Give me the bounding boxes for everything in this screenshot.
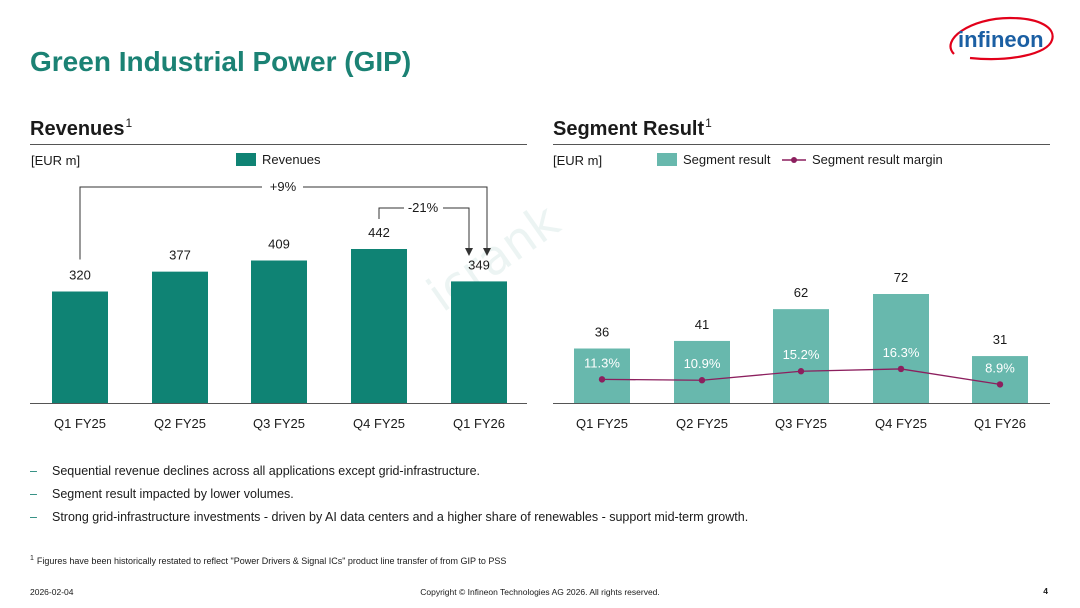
segment-x-tick: Q3 FY25	[775, 416, 827, 431]
bullet-item: Segment result impacted by lower volumes…	[30, 483, 748, 506]
segment-x-tick: Q4 FY25	[875, 416, 927, 431]
segment-margin-label: 16.3%	[883, 345, 920, 360]
footer-date: 2026-02-04	[30, 587, 74, 597]
segment-legend-line-label: Segment result margin	[812, 152, 943, 167]
segment-margin-point	[698, 377, 706, 384]
revenue-bar	[52, 291, 108, 403]
revenue-value-label: 349	[468, 257, 490, 272]
page-title: Green Industrial Power (GIP)	[30, 46, 412, 77]
segment-bar	[674, 340, 730, 403]
growth-arrowhead	[483, 248, 491, 256]
qoq-annotation: -21%	[408, 200, 439, 215]
revenue-value-label: 377	[169, 248, 191, 263]
footer-copyright: Copyright © Infineon Technologies AG 202…	[420, 587, 660, 597]
segment-margin-point	[996, 381, 1004, 388]
revenues-footnote-mark: 1	[125, 116, 133, 130]
page-number: 4	[1043, 586, 1048, 596]
segment-value-label: 62	[794, 285, 808, 300]
segment-rule	[553, 144, 1050, 145]
logo-wordmark: infineon	[958, 27, 1044, 52]
segment-bar	[972, 356, 1028, 403]
qoq-bracket-left	[378, 207, 404, 219]
revenues-title: Revenues1	[30, 116, 132, 141]
revenue-x-tick: Q4 FY25	[353, 416, 405, 431]
bullet-item: Sequential revenue declines across all a…	[30, 460, 748, 483]
revenue-x-tick: Q1 FY26	[453, 416, 505, 431]
revenues-unit: [EUR m]	[31, 153, 81, 168]
infineon-logo: infineon	[949, 16, 1054, 61]
segment-footnote-mark: 1	[705, 116, 712, 130]
revenue-x-tick: Q2 FY25	[154, 416, 206, 431]
segment-bar	[574, 348, 630, 403]
revenues-legend: Revenues	[236, 152, 321, 167]
segment-margin-point	[598, 376, 606, 383]
bullet-item: Strong grid-infrastructure investments -…	[30, 506, 748, 529]
segment-title-text: Segment Result	[553, 118, 705, 140]
segment-title: Segment Result1	[553, 116, 712, 141]
revenue-bar	[351, 249, 407, 403]
growth-annotation-yoy: +9%	[270, 179, 297, 194]
segment-value-label: 36	[595, 325, 609, 340]
segment-x-tick: Q1 FY25	[576, 416, 628, 431]
revenues-title-text: Revenues	[30, 118, 125, 140]
segment-margin-label: 15.2%	[783, 347, 820, 362]
revenue-bar	[451, 281, 507, 403]
revenue-x-tick: Q1 FY25	[54, 416, 106, 431]
segment-legend-bar-label: Segment result	[683, 152, 771, 167]
footnote: 1 Figures have been historically restated…	[30, 555, 506, 566]
revenue-value-label: 320	[69, 268, 91, 283]
segment-bar	[873, 294, 929, 403]
revenue-bar	[251, 260, 307, 403]
segment-legend-swatch	[657, 153, 677, 166]
segment-margin-label: 10.9%	[684, 356, 721, 371]
segment-value-label: 31	[993, 332, 1007, 347]
growth-bracket-left	[79, 186, 262, 260]
logo-swoosh	[949, 16, 1054, 61]
segment-value-label: 72	[894, 270, 908, 285]
revenue-x-tick: Q3 FY25	[253, 416, 305, 431]
segment-margin-point	[897, 365, 905, 373]
revenue-value-label: 442	[368, 225, 390, 240]
segment-bar	[773, 309, 829, 403]
qoq-bracket-right	[443, 207, 470, 250]
revenue-bar	[152, 271, 208, 403]
segment-x-tick: Q2 FY25	[676, 416, 728, 431]
revenues-rule	[30, 144, 527, 145]
segment-margin-label: 11.3%	[584, 355, 620, 370]
segment-value-label: 41	[695, 317, 709, 332]
revenues-legend-swatch	[236, 153, 256, 166]
margin-line-legend-icon	[782, 156, 806, 163]
footnote-mark: 1	[30, 555, 34, 562]
segment-legend-bar: Segment result	[657, 152, 770, 167]
revenue-value-label: 409	[268, 236, 290, 251]
segment-margin-point	[797, 368, 805, 375]
growth-bracket-right	[303, 186, 488, 250]
revenues-legend-label: Revenues	[262, 152, 321, 167]
segment-legend-line: Segment result margin	[782, 152, 943, 167]
segment-x-tick: Q1 FY26	[974, 416, 1026, 431]
segment-unit: [EUR m]	[553, 153, 603, 168]
segment-margin-label: 8.9%	[985, 360, 1015, 375]
bullet-list: Sequential revenue declines across all a…	[30, 460, 748, 529]
footnote-text: Figures have been historically restated …	[36, 556, 507, 566]
qoq-arrowhead	[465, 248, 473, 256]
